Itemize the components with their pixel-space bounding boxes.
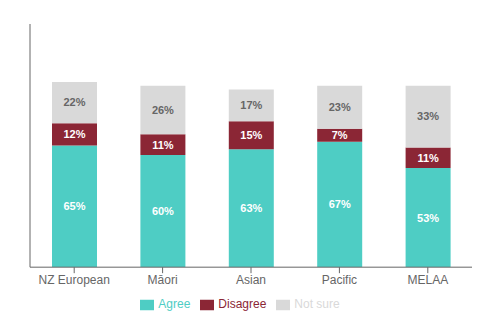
svg-text:Māori: Māori <box>148 273 178 287</box>
svg-text:MELAA: MELAA <box>407 273 448 287</box>
svg-text:67%: 67% <box>329 198 351 210</box>
svg-text:33%: 33% <box>417 110 439 122</box>
svg-text:NZ European: NZ European <box>39 273 110 287</box>
svg-text:63%: 63% <box>240 202 262 214</box>
svg-text:Asian: Asian <box>236 273 266 287</box>
svg-text:7%: 7% <box>332 129 348 141</box>
svg-text:15%: 15% <box>240 129 262 141</box>
svg-text:53%: 53% <box>417 212 439 224</box>
svg-text:26%: 26% <box>152 104 174 116</box>
svg-text:17%: 17% <box>240 99 262 111</box>
html-text:Agree: Agree <box>158 297 191 312</box>
svg-text:23%: 23% <box>329 101 351 113</box>
svg-text:12%: 12% <box>63 128 85 140</box>
html-text:Disagree: Disagree <box>218 297 267 312</box>
svg-text:11%: 11% <box>417 152 439 164</box>
svg-text:22%: 22% <box>63 96 85 108</box>
html-text:Not sure: Not sure <box>294 297 340 312</box>
svg-text:60%: 60% <box>152 205 174 217</box>
svg-text:65%: 65% <box>63 200 85 212</box>
svg-text:11%: 11% <box>152 139 174 151</box>
svg-text:Pacific: Pacific <box>322 273 357 287</box>
